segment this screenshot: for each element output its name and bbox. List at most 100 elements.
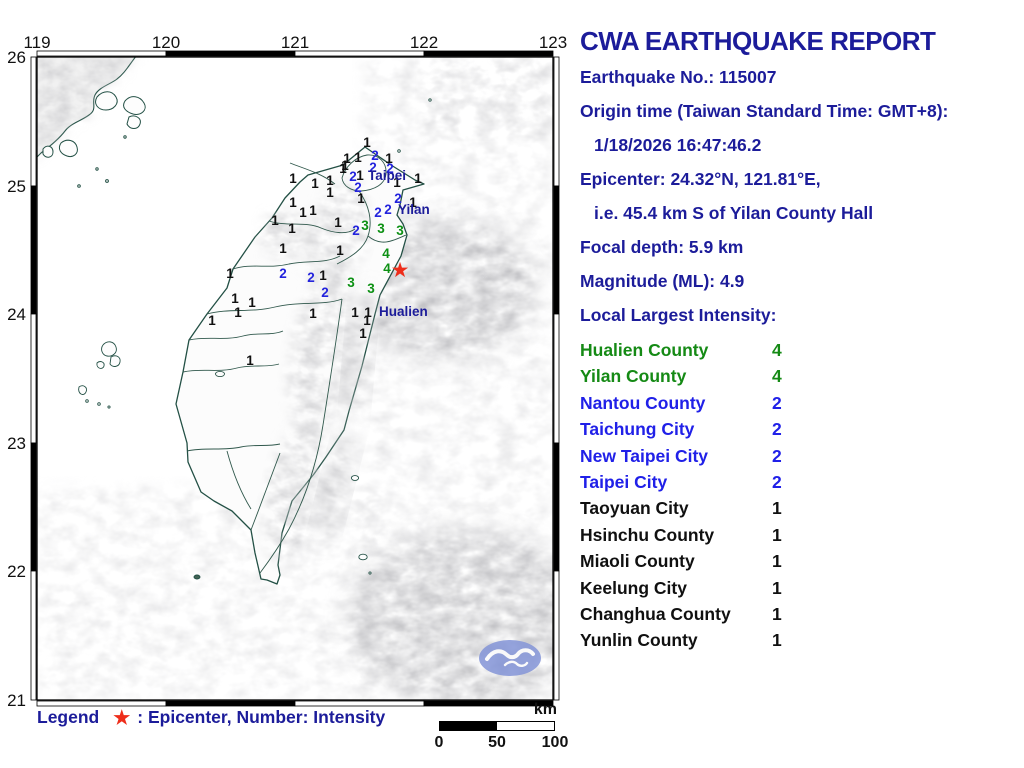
map-intensity-number: 1 bbox=[246, 353, 254, 368]
map-intensity-number: 1 bbox=[343, 151, 351, 166]
legend-text: : Epicenter, Number: Intensity bbox=[137, 707, 386, 727]
axis-label-longitude: 119 bbox=[23, 33, 50, 52]
intensity-county-name: Taichung City bbox=[580, 419, 695, 440]
intensity-row: Taoyuan City 1 bbox=[580, 495, 1020, 521]
map-intensity-number: 2 bbox=[352, 223, 360, 238]
intensity-county-name: Yilan County bbox=[580, 366, 687, 387]
report-title: CWA EARTHQUAKE REPORT bbox=[580, 26, 936, 56]
longitude-axis: 119 120 121 122 123 bbox=[23, 33, 567, 52]
scalebar-unit: km bbox=[533, 701, 557, 718]
intensity-value: 2 bbox=[772, 419, 782, 440]
intensity-value: 1 bbox=[772, 630, 782, 651]
intensity-value: 2 bbox=[772, 472, 782, 493]
intensity-county-name: Taipei City bbox=[580, 472, 668, 493]
intensity-county-name: Taoyuan City bbox=[580, 498, 689, 519]
map-intensity-number: 2 bbox=[307, 270, 315, 285]
map-intensity-number: 4 bbox=[383, 261, 391, 276]
intensity-value: 4 bbox=[772, 366, 782, 387]
scalebar-bar bbox=[439, 721, 555, 731]
map-intensity-number: 1 bbox=[339, 161, 347, 176]
origin-time-label: Origin time (Taiwan Standard Time: GMT+8… bbox=[580, 101, 949, 121]
map-intensity-number: 3 bbox=[396, 223, 404, 238]
map-intensity-number: 2 bbox=[279, 266, 287, 281]
legend-title: Legend bbox=[37, 707, 100, 727]
map-intensity-number: 3 bbox=[377, 221, 385, 236]
map-intensity-number: 2 bbox=[386, 161, 394, 176]
map-intensity-number: 4 bbox=[382, 246, 390, 261]
intensity-row: Hualien County 4 bbox=[580, 337, 1020, 363]
map-intensity-number: 1 bbox=[279, 241, 287, 256]
map-intensity-number: 1 bbox=[326, 185, 334, 200]
map-intensity-number: 1 bbox=[414, 171, 422, 186]
mountain-relief bbox=[259, 180, 374, 563]
map-intensity-number: 1 bbox=[363, 313, 371, 328]
latitude-axis: 26 25 24 23 22 21 bbox=[7, 48, 26, 710]
map-intensity-number: 1 bbox=[393, 175, 401, 190]
intensity-county-name: Miaoli County bbox=[580, 551, 695, 572]
map-intensity-number: 1 bbox=[341, 158, 349, 173]
axis-label-latitude: 23 bbox=[7, 434, 26, 453]
intensity-county-name: New Taipei City bbox=[580, 445, 709, 466]
intensity-value: 2 bbox=[772, 392, 782, 413]
intensity-county-name: Nantou County bbox=[580, 392, 706, 413]
map-intensity-number: 1 bbox=[288, 221, 296, 236]
map-legend: Legend ★ : Epicenter, Number: Intensity bbox=[37, 706, 385, 729]
map-intensity-number: 2 bbox=[374, 205, 382, 220]
map-intensity-number: 1 bbox=[271, 213, 279, 228]
scalebar-tick-label: 0 bbox=[434, 734, 444, 751]
map-intensity-number: 1 bbox=[356, 168, 364, 183]
map-intensity-number: 2 bbox=[354, 180, 362, 195]
intensity-row: Taichung City 2 bbox=[580, 416, 1020, 442]
report-panel: CWA EARTHQUAKE REPORT Earthquake No.: 11… bbox=[580, 26, 1020, 654]
map-border bbox=[36, 56, 554, 701]
map-city-label: Yilan bbox=[398, 202, 430, 217]
map-intensity-number: 1 bbox=[309, 306, 317, 321]
map-intensity-number: 2 bbox=[384, 202, 392, 217]
map-intensity-number: 1 bbox=[326, 173, 334, 188]
axis-label-longitude: 122 bbox=[410, 33, 438, 52]
intensity-value: 1 bbox=[772, 604, 782, 625]
epicenter-layer: ★ bbox=[391, 259, 410, 282]
map-intensity-number: 1 bbox=[359, 326, 367, 341]
map-intensity-number: 1 bbox=[385, 151, 393, 166]
cwa-logo bbox=[479, 640, 541, 676]
intensity-list: Hualien County 4 Yilan County 4 Nantou Count… bbox=[580, 337, 1020, 654]
map-intensity-number: 1 bbox=[299, 205, 307, 220]
map-intensity-number: 1 bbox=[351, 305, 359, 320]
earthquake-number: Earthquake No.: 115007 bbox=[580, 67, 777, 87]
map-frame-bands bbox=[30, 50, 560, 707]
epicenter-star: ★ bbox=[391, 259, 410, 282]
scalebar-filled-segment bbox=[440, 722, 497, 730]
map-scalebar: km 0 50 100 bbox=[435, 701, 569, 757]
intensity-header: Local Largest Intensity: bbox=[580, 305, 777, 325]
china-coast bbox=[37, 57, 137, 158]
map-intensity-number: 3 bbox=[367, 281, 375, 296]
map-intensity-number: 1 bbox=[319, 268, 327, 283]
intensity-value: 4 bbox=[772, 340, 782, 360]
map-intensity-number: 2 bbox=[349, 169, 357, 184]
intensity-county-name: Changhua County bbox=[580, 604, 731, 625]
map-intensity-number: 1 bbox=[289, 195, 297, 210]
city-label-layer: Taipei Yilan Hualien bbox=[368, 168, 430, 319]
epicenter-description: i.e. 45.4 km S of Yilan County Hall bbox=[594, 203, 874, 223]
intensity-row: Hsinchu County 1 bbox=[580, 522, 1020, 548]
map-intensity-number: 1 bbox=[354, 150, 362, 165]
map-intensity-number: 1 bbox=[248, 295, 256, 310]
map-intensity-number: 1 bbox=[336, 243, 344, 258]
intensity-value: 1 bbox=[772, 551, 782, 572]
axis-label-latitude: 26 bbox=[7, 48, 26, 67]
epicenter-coordinates: Epicenter: 24.32°N, 121.81°E, bbox=[580, 169, 821, 189]
axis-label-longitude: 120 bbox=[152, 33, 180, 52]
intensity-row: Keelung City 1 bbox=[580, 575, 1020, 601]
map-intensity-number: 1 bbox=[289, 171, 297, 186]
scalebar-tick-label: 100 bbox=[541, 734, 569, 751]
map-intensity-number: 1 bbox=[357, 191, 365, 206]
intensity-row: Changhua County 1 bbox=[580, 601, 1020, 627]
county-boundaries bbox=[182, 154, 407, 574]
map-intensity-number: 1 bbox=[234, 305, 242, 320]
axis-label-latitude: 25 bbox=[7, 177, 26, 196]
intensity-row: Miaoli County 1 bbox=[580, 548, 1020, 574]
